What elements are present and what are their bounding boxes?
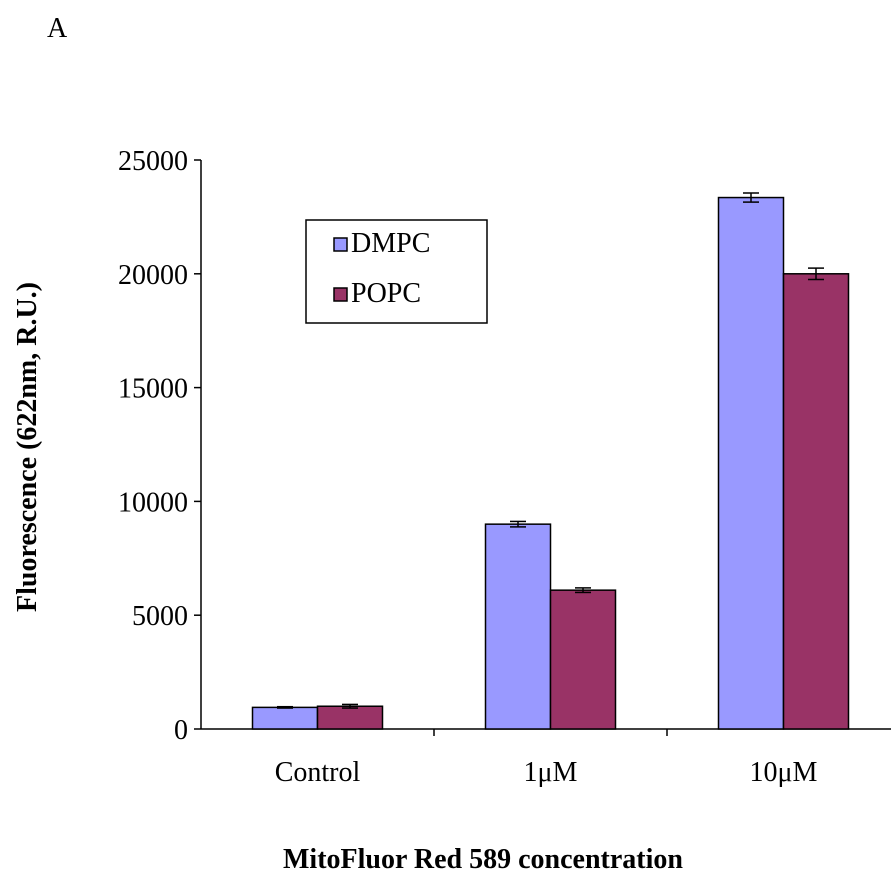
y-tick-label: 5000 xyxy=(132,601,188,632)
panel-label: A xyxy=(47,13,68,44)
x-tick-label: 1μM xyxy=(524,757,578,788)
legend-label-popc: POPC xyxy=(351,278,421,309)
y-tick-label: 15000 xyxy=(118,374,188,405)
bar-dmpc xyxy=(484,523,552,730)
legend: DMPC POPC xyxy=(305,219,488,324)
bar-popc xyxy=(549,589,617,730)
bar-dmpc xyxy=(251,706,319,730)
legend-box xyxy=(305,219,488,324)
bar-popc xyxy=(782,273,850,730)
y-axis-title: Fluorescence (622nm, R.U.) xyxy=(12,282,43,612)
y-tick-label: 10000 xyxy=(118,487,188,518)
y-tick-label: 20000 xyxy=(118,260,188,291)
legend-swatch-dmpc xyxy=(333,237,348,252)
x-axis-title: MitoFluor Red 589 concentration xyxy=(283,844,683,873)
bar-popc xyxy=(316,705,384,730)
legend-swatch-popc xyxy=(333,287,348,302)
y-tick-label: 0 xyxy=(174,715,188,746)
x-tick-label: 10μM xyxy=(750,757,818,788)
plot-area: 0 5000 10000 15000 20000 25000 Control 1μM 10μM xyxy=(118,146,891,788)
y-tick-label: 25000 xyxy=(118,146,188,177)
x-tick-label: Control xyxy=(275,757,361,788)
bar-dmpc xyxy=(717,196,785,730)
legend-label-dmpc: DMPC xyxy=(351,228,430,259)
